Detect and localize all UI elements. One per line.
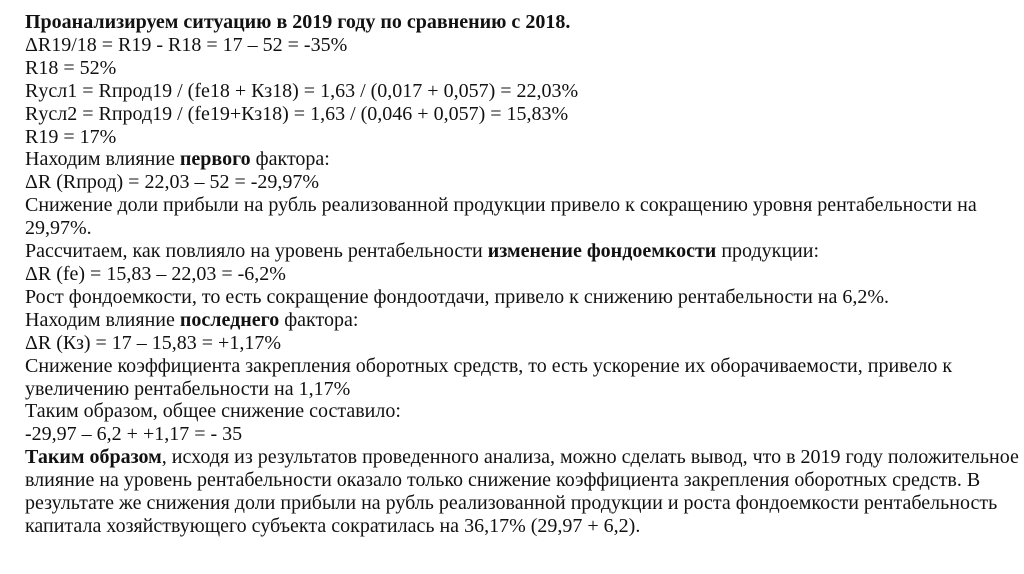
text-line: капитала хозяйствующего субъекта сократи… — [25, 515, 1015, 538]
text-segment: 29,97%. — [25, 217, 92, 240]
text-segment: ΔR (fe) = 15,83 – 22,03 = -6,2% — [25, 262, 286, 285]
text-segment: Rусл1 = Rпрод19 / (fe18 + Кз18) = 1,63 /… — [25, 79, 579, 102]
text-line: Rусл1 = Rпрод19 / (fe18 + Кз18) = 1,63 /… — [25, 80, 1015, 103]
document-body: Проанализируем ситуацию в 2019 году по с… — [25, 11, 1019, 538]
text-segment: Рассчитаем, как повлияло на уровень рент… — [25, 240, 488, 263]
text-line: ΔR (Rпрод) = 22,03 – 52 = -29,97% — [25, 171, 1015, 194]
text-segment: Находим влияние — [25, 308, 180, 331]
bold-text: Проанализируем ситуацию в 2019 году по с… — [25, 11, 571, 33]
text-line: R19 = 17% — [25, 126, 1015, 149]
text-line: Снижение коэффициента закрепления оборот… — [25, 355, 1015, 378]
text-segment: Снижение доли прибыли на рубль реализова… — [25, 194, 977, 217]
text-line: Находим влияние первого фактора: — [25, 148, 1015, 171]
text-segment: фактора: — [250, 148, 330, 171]
text-line: Проанализируем ситуацию в 2019 году по с… — [25, 11, 1015, 34]
text-line: Таким образом, общее снижение составило: — [25, 400, 1015, 423]
text-line: ΔR (Кз) = 17 – 15,83 = +1,17% — [25, 332, 1015, 355]
text-line: увеличению рентабельности на 1,17% — [25, 378, 1015, 401]
text-line: результате же снижения доли прибыли на р… — [25, 492, 1015, 515]
bold-text: последнего — [179, 308, 280, 331]
text-segment: результате же снижения доли прибыли на р… — [25, 492, 998, 515]
text-segment: ΔR (Rпрод) = 22,03 – 52 = -29,97% — [25, 171, 320, 194]
text-line: ΔR19/18 = R19 - R18 = 17 – 52 = -35% — [25, 34, 1015, 57]
bold-text: первого — [179, 148, 251, 171]
bold-text: Таким образом — [25, 446, 162, 469]
text-line: 29,97%. — [25, 217, 1015, 240]
text-line: Rусл2 = Rпрод19 / (fe19+Кз18) = 1,63 / (… — [25, 103, 1015, 126]
text-line: ΔR (fe) = 15,83 – 22,03 = -6,2% — [25, 263, 1015, 286]
text-segment: ΔR19/18 = R19 - R18 = 17 – 52 = -35% — [25, 33, 348, 56]
text-segment: , исходя из результатов проведенного ана… — [161, 446, 1019, 469]
text-segment: продукции: — [716, 240, 819, 263]
text-segment: капитала хозяйствующего субъекта сократи… — [25, 514, 641, 537]
text-segment: ΔR (Кз) = 17 – 15,83 = +1,17% — [25, 331, 281, 354]
text-segment: увеличению рентабельности на 1,17% — [25, 377, 351, 400]
text-line: влияние на уровень рентабельности оказал… — [25, 469, 1015, 492]
text-segment: Таким образом, общее снижение составило: — [25, 400, 401, 423]
text-line: -29,97 – 6,2 + +1,17 = - 35 — [25, 423, 1015, 446]
text-segment: Rусл2 = Rпрод19 / (fe19+Кз18) = 1,63 / (… — [25, 102, 569, 125]
text-line: Снижение доли прибыли на рубль реализова… — [25, 194, 1015, 217]
text-line: Рассчитаем, как повлияло на уровень рент… — [25, 240, 1015, 263]
text-segment: Находим влияние — [25, 148, 180, 171]
text-segment: фактора: — [279, 308, 359, 331]
text-line: Находим влияние последнего фактора: — [25, 309, 1015, 332]
text-line: Таким образом, исходя из результатов про… — [25, 446, 1019, 469]
text-segment: влияние на уровень рентабельности оказал… — [25, 469, 981, 492]
text-segment: -29,97 – 6,2 + +1,17 = - 35 — [25, 423, 243, 446]
bold-text: изменение фондоемкости — [487, 240, 717, 263]
text-segment: Снижение коэффициента закрепления оборот… — [25, 354, 953, 377]
text-line: Рост фондоемкости, то есть сокращение фо… — [25, 286, 1015, 309]
text-segment: R18 = 52% — [25, 56, 117, 79]
text-segment: Рост фондоемкости, то есть сокращение фо… — [25, 285, 890, 308]
text-line: R18 = 52% — [25, 57, 1015, 80]
text-segment: R19 = 17% — [25, 125, 117, 148]
